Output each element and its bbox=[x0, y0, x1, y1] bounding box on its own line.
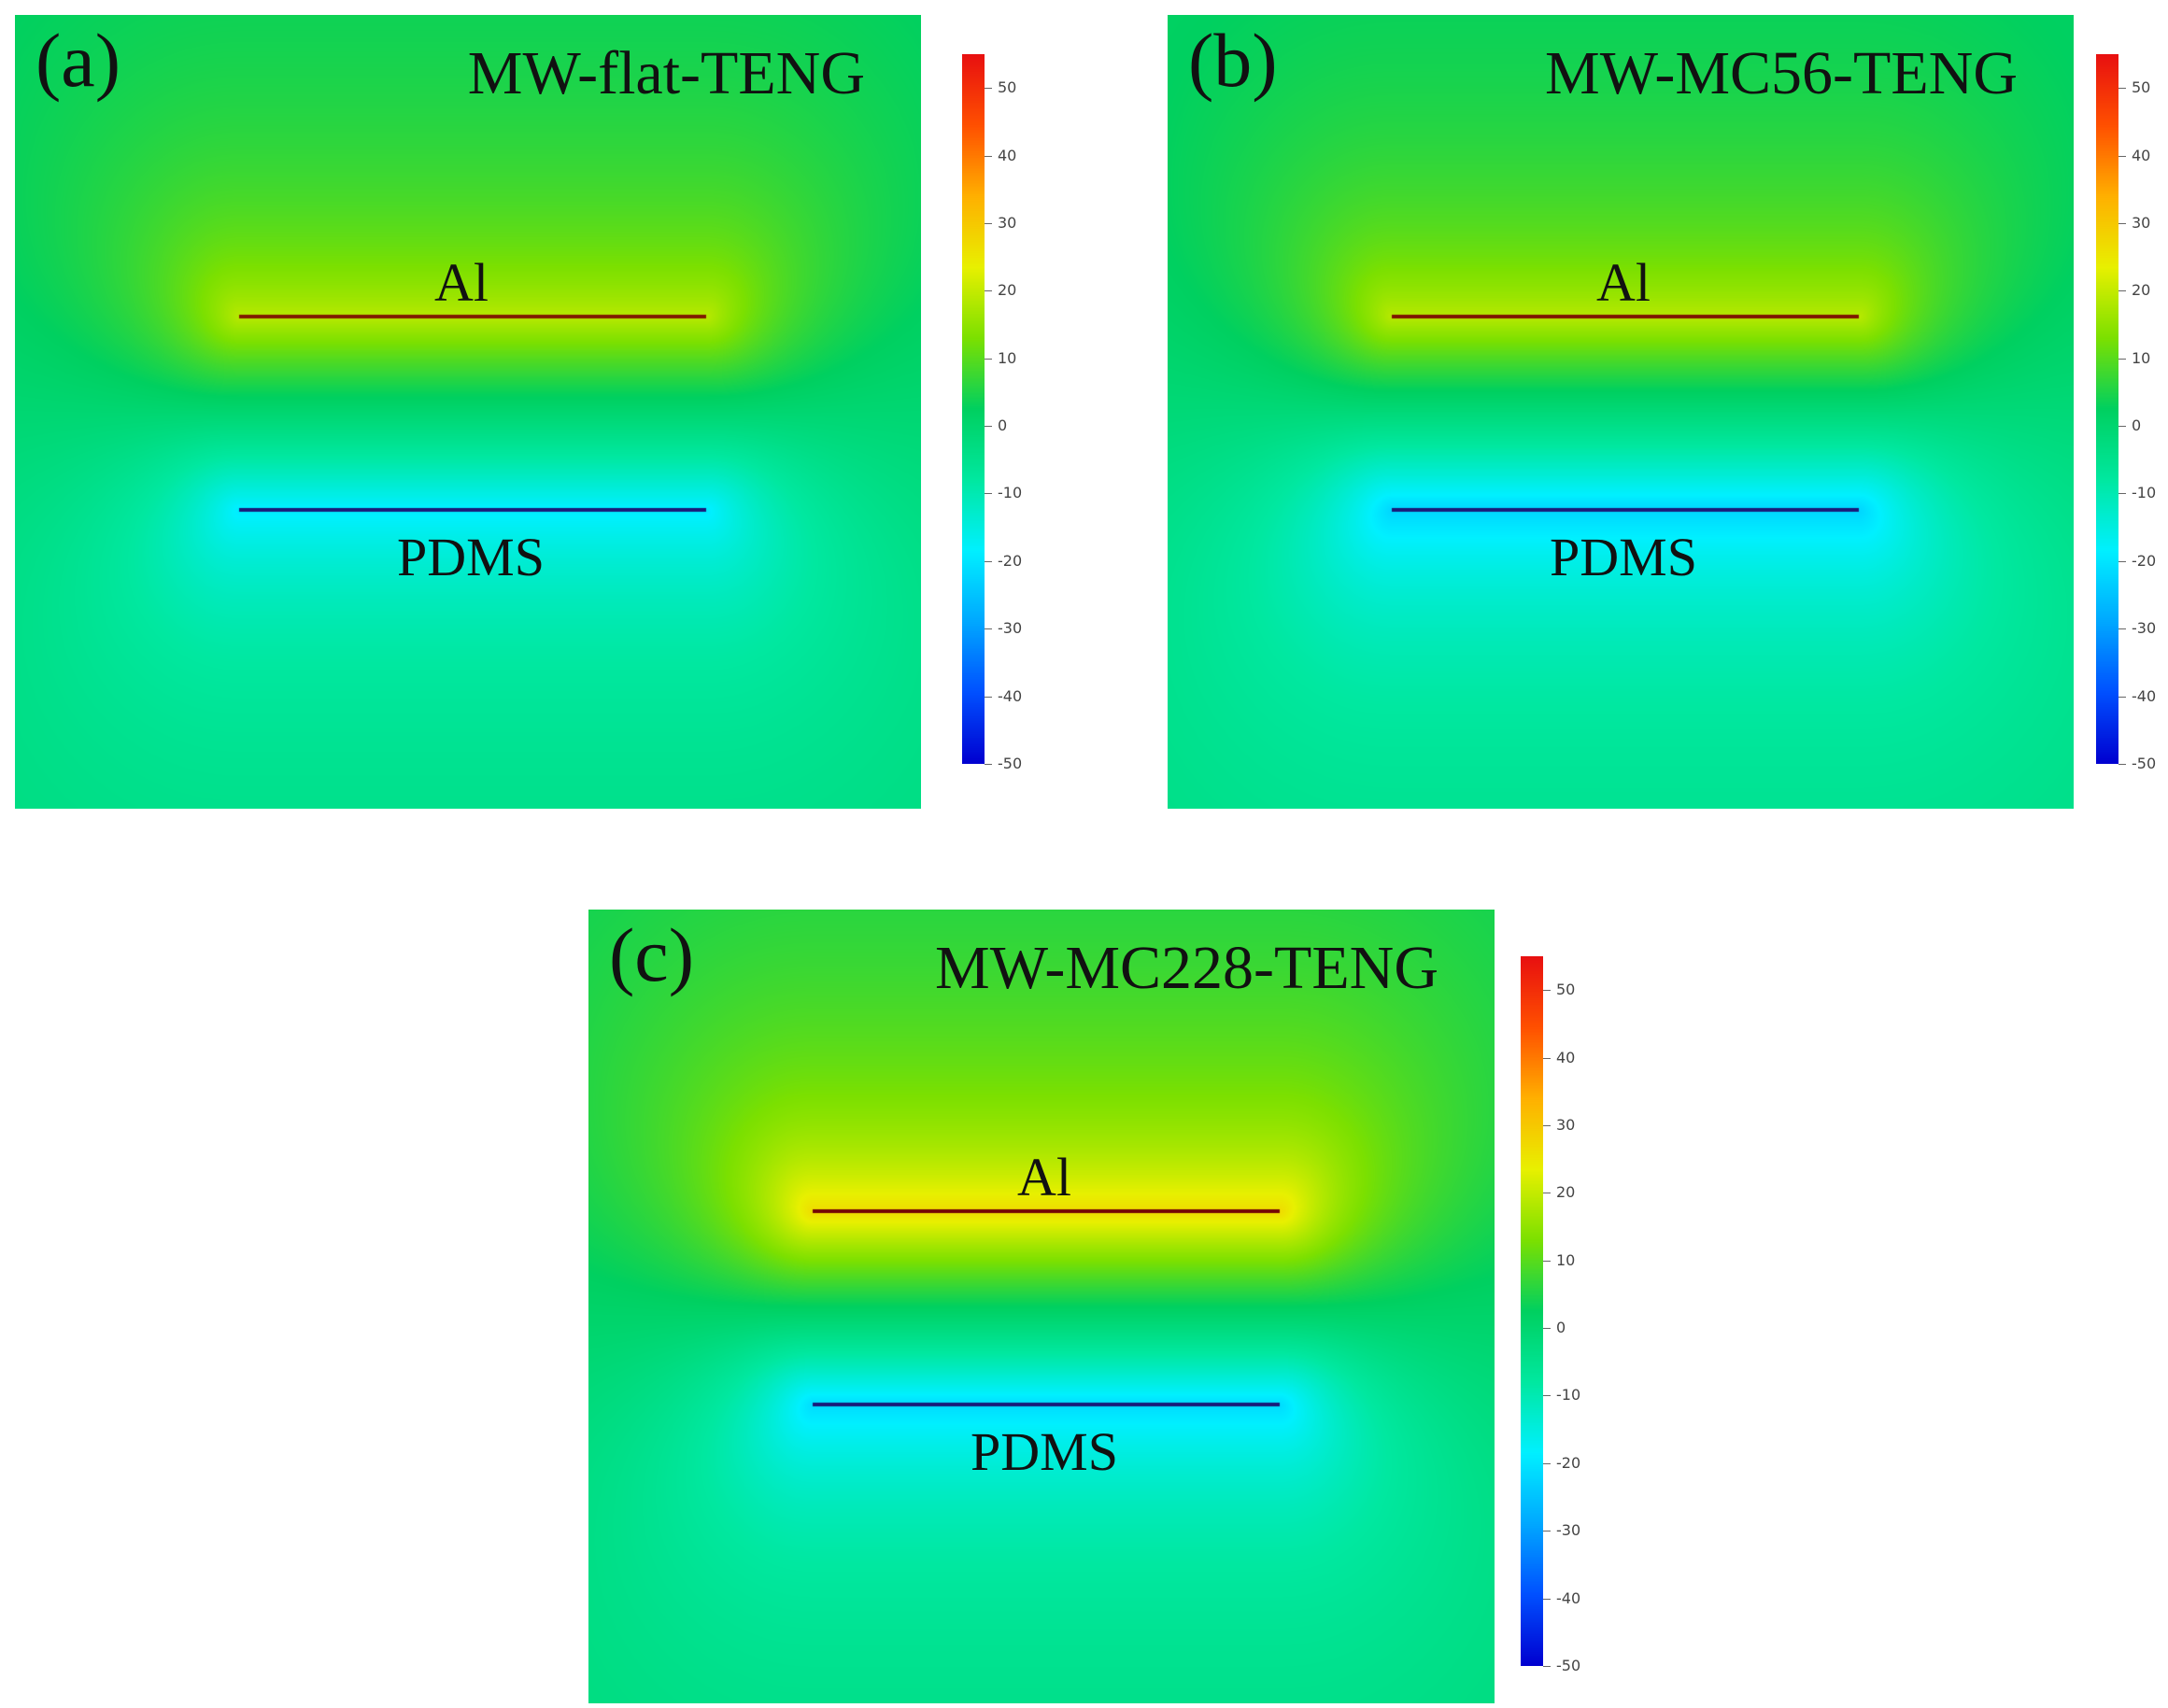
panel-label-b: (b) bbox=[1188, 18, 1278, 103]
electrode-label-pdms-a: PDMS bbox=[397, 527, 545, 587]
colorbar-tick-mark bbox=[2118, 222, 2126, 224]
colorbar-tick-mark bbox=[1543, 1328, 1551, 1330]
colorbar-b: 50 40 30 20 10 0 -10 -20 -30 -40 -50 bbox=[2096, 54, 2156, 771]
colorbar-tick-mark bbox=[985, 560, 992, 562]
electrode-label-pdms-b: PDMS bbox=[1550, 527, 1697, 587]
colorbar-tick-label: 40 bbox=[2132, 146, 2151, 164]
colorbar-tick-mark bbox=[985, 426, 992, 428]
colorbar-tick-mark bbox=[985, 696, 992, 698]
colorbar-tick-label: -20 bbox=[1556, 1453, 1581, 1472]
panel-title-a: MW-flat-TENG bbox=[467, 39, 865, 107]
colorbar-tick-label: 0 bbox=[1556, 1319, 1566, 1337]
colorbar-tick-mark bbox=[985, 358, 992, 360]
colorbar-tick-label: 50 bbox=[1556, 981, 1576, 999]
potential-field-b bbox=[1168, 15, 2074, 809]
panel-label-c: (c) bbox=[609, 912, 695, 997]
colorbar-c: 50 40 30 20 10 0 -10 -20 -30 -40 -50 bbox=[1521, 956, 1580, 1673]
heatmap-panel-b: (b) MW-MC56-TENG Al PDMS bbox=[1168, 15, 2074, 809]
colorbar-tick-label: 10 bbox=[998, 348, 1017, 367]
colorbar-tick-mark bbox=[1543, 1260, 1551, 1262]
electrode-label-al-a: Al bbox=[434, 252, 489, 313]
colorbar-tick-mark bbox=[2118, 628, 2126, 630]
colorbar-tick-label: 20 bbox=[1556, 1183, 1576, 1202]
colorbar-tick-mark bbox=[985, 493, 992, 495]
colorbar-tick-label: -50 bbox=[998, 755, 1023, 772]
colorbar-tick-mark bbox=[2118, 358, 2126, 360]
colorbar-tick-label: 50 bbox=[2132, 78, 2151, 97]
colorbar-tick-mark bbox=[985, 628, 992, 630]
colorbar-tick-label: -40 bbox=[1556, 1588, 1581, 1607]
colorbar-gradient-b bbox=[2096, 54, 2118, 764]
colorbar-tick-mark bbox=[1543, 1598, 1551, 1600]
electrode-label-pdms-c: PDMS bbox=[971, 1421, 1118, 1482]
colorbar-tick-label: 10 bbox=[1556, 1250, 1576, 1269]
colorbar-tick-mark bbox=[2118, 290, 2126, 292]
colorbar-tick-label: 30 bbox=[1556, 1115, 1576, 1134]
colorbar-tick-mark bbox=[2118, 764, 2126, 765]
colorbar-tick-label: 40 bbox=[998, 146, 1017, 164]
colorbar-tick-mark bbox=[1543, 1395, 1551, 1397]
colorbar-tick-label: -50 bbox=[1556, 1657, 1581, 1674]
colorbar-tick-mark bbox=[1543, 990, 1551, 992]
colorbar-tick-label: 50 bbox=[998, 78, 1017, 97]
colorbar-tick-label: -40 bbox=[998, 686, 1023, 705]
electrode-label-al-c: Al bbox=[1017, 1147, 1071, 1207]
colorbar-tick-label: -40 bbox=[2132, 686, 2157, 705]
colorbar-tick-label: -10 bbox=[1556, 1386, 1581, 1405]
colorbar-tick-mark bbox=[2118, 88, 2126, 90]
colorbar-tick-label: -20 bbox=[2132, 551, 2157, 570]
colorbar-tick-label: 0 bbox=[2132, 416, 2142, 435]
colorbar-tick-mark bbox=[2118, 560, 2126, 562]
colorbar-tick-mark bbox=[1543, 1124, 1551, 1126]
electrode-label-al-b: Al bbox=[1596, 252, 1651, 313]
colorbar-tick-label: 30 bbox=[998, 213, 1017, 232]
panel-label-a: (a) bbox=[35, 18, 121, 103]
colorbar-tick-label: -10 bbox=[998, 484, 1023, 502]
potential-field-a bbox=[15, 15, 921, 809]
colorbar-tick-label: 40 bbox=[1556, 1048, 1576, 1066]
colorbar-tick-mark bbox=[1543, 1057, 1551, 1059]
colorbar-tick-mark bbox=[2118, 493, 2126, 495]
colorbar-tick-mark bbox=[2118, 426, 2126, 428]
heatmap-panel-c: (c) MW-MC228-TENG Al PDMS bbox=[588, 910, 1495, 1703]
colorbar-tick-label: -30 bbox=[2132, 619, 2157, 638]
colorbar-gradient-a bbox=[962, 54, 985, 764]
colorbar-tick-mark bbox=[2118, 155, 2126, 157]
colorbar-tick-label: 30 bbox=[2132, 213, 2151, 232]
colorbar-a: 50 40 30 20 10 0 -10 -20 -30 -40 -50 bbox=[962, 54, 1022, 771]
potential-field-c bbox=[588, 910, 1495, 1703]
colorbar-tick-mark bbox=[985, 88, 992, 90]
colorbar-tick-label: -20 bbox=[998, 551, 1023, 570]
colorbar-tick-mark bbox=[985, 155, 992, 157]
colorbar-tick-label: -50 bbox=[2132, 755, 2157, 772]
colorbar-gradient-c bbox=[1521, 956, 1543, 1666]
colorbar-tick-label: -10 bbox=[2132, 484, 2157, 502]
panel-title-c: MW-MC228-TENG bbox=[935, 934, 1438, 1002]
panel-title-b: MW-MC56-TENG bbox=[1545, 39, 2018, 107]
colorbar-tick-label: -30 bbox=[1556, 1521, 1581, 1540]
colorbar-tick-label: -30 bbox=[998, 619, 1023, 638]
colorbar-tick-label: 20 bbox=[2132, 281, 2151, 300]
colorbar-tick-label: 10 bbox=[2132, 348, 2151, 367]
colorbar-tick-label: 0 bbox=[998, 416, 1008, 435]
colorbar-tick-mark bbox=[1543, 1462, 1551, 1464]
colorbar-tick-mark bbox=[1543, 1531, 1551, 1532]
colorbar-tick-mark bbox=[985, 764, 992, 765]
colorbar-tick-mark bbox=[985, 290, 992, 292]
heatmap-panel-a: (a) MW-flat-TENG Al PDMS bbox=[15, 15, 921, 809]
colorbar-tick-mark bbox=[985, 222, 992, 224]
colorbar-tick-mark bbox=[1543, 1666, 1551, 1667]
colorbar-tick-mark bbox=[2118, 696, 2126, 698]
colorbar-tick-label: 20 bbox=[998, 281, 1017, 300]
